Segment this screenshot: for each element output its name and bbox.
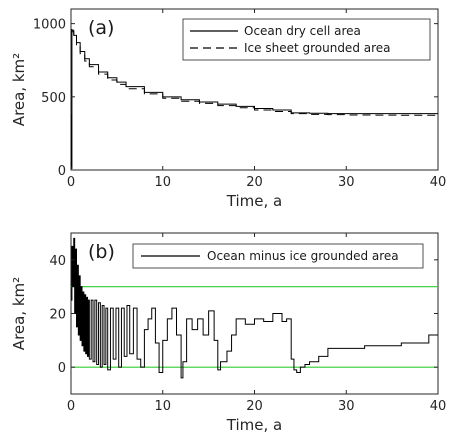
panel-a-label: (a) [88, 17, 114, 39]
panel-b-ytick-label-1: 20 [49, 308, 66, 323]
panel-a-ylabel: Area, km² [10, 53, 28, 126]
panel-b-xtick-label-0: 0 [67, 399, 75, 414]
panel-b-xlabel: Time, a [226, 416, 282, 434]
panel-b-ytick-label-0: 0 [58, 361, 66, 376]
panel-b-legend-label: Ocean minus ice grounded area [207, 249, 399, 263]
panel-a-legend: Ocean dry cell area Ice sheet grounded a… [182, 18, 431, 61]
panel-b-xtick-label-1: 10 [154, 399, 171, 414]
panel-a-legend-ocean: Ocean dry cell area [244, 24, 361, 38]
panel-a-xtick-label-0: 0 [67, 175, 75, 190]
panel-a-xlabel: Time, a [226, 192, 282, 210]
panel-b-ytick-label-2: 40 [49, 254, 66, 269]
panel-b-legend: Ocean minus ice grounded area [132, 243, 424, 269]
panel-b-ticks: 0 10 20 30 40 0 20 40 [49, 233, 446, 414]
panel-b-reference-lines [71, 286, 438, 368]
panel-a-ticks: 0 10 20 30 40 0 500 1000 [33, 9, 446, 190]
panel-a-xtick-label-1: 10 [154, 175, 171, 190]
panel-a-ytick-label-1: 500 [41, 91, 66, 106]
panel-a-series-1-line [71, 28, 439, 116]
panel-b-xtick-label-2: 20 [246, 399, 263, 414]
panel-b-series-0-line [71, 237, 438, 379]
panel-a-xtick-label-4: 40 [430, 175, 447, 190]
panel-b-ylabel: Area, km² [10, 277, 28, 350]
panel-b: 0 10 20 30 40 0 20 40 (b) Time, a Area, km² Oce… [10, 232, 446, 434]
panel-a-xtick-label-2: 20 [246, 175, 263, 190]
panel-b-series-layer [71, 237, 438, 379]
panel-a-series-layer [70, 28, 439, 170]
panel-b-xtick-label-4: 40 [430, 399, 447, 414]
panel-b-xtick-label-3: 30 [338, 399, 355, 414]
panel-a-legend-ice: Ice sheet grounded area [244, 41, 391, 55]
panel-a-ytick-label-2: 1000 [33, 18, 66, 33]
panel-a-xtick-label-3: 30 [338, 175, 355, 190]
panel-a-ytick-label-0: 0 [58, 164, 66, 179]
panel-b-label: (b) [88, 241, 115, 263]
panel-a-legend-box [182, 18, 431, 61]
